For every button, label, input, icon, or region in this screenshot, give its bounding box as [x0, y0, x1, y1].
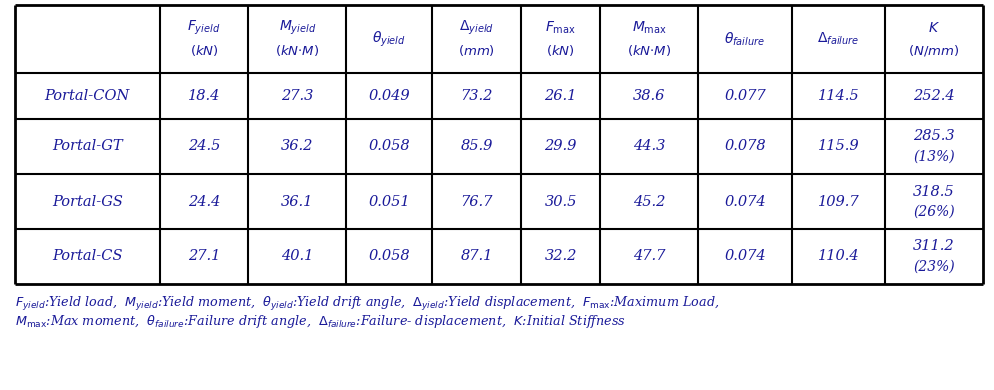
Text: $(mm)$: $(mm)$ — [457, 43, 495, 57]
Text: 27.3: 27.3 — [281, 89, 313, 103]
Text: 24.5: 24.5 — [188, 140, 220, 154]
Text: $\Delta_{failure}$: $\Delta_{failure}$ — [816, 31, 859, 47]
Text: $M_{\rm max}$: $M_{\rm max}$ — [631, 20, 666, 36]
Text: Portal-CS: Portal-CS — [52, 250, 122, 264]
Text: 73.2: 73.2 — [460, 89, 492, 103]
Text: 0.058: 0.058 — [368, 250, 410, 264]
Text: $\theta_{failure}$: $\theta_{failure}$ — [724, 30, 764, 48]
Text: 44.3: 44.3 — [632, 140, 665, 154]
Text: (26%): (26%) — [912, 204, 954, 218]
Text: 252.4: 252.4 — [912, 89, 954, 103]
Text: $\Delta_{yield}$: $\Delta_{yield}$ — [458, 19, 494, 37]
Text: 29.9: 29.9 — [544, 140, 577, 154]
Text: $\theta_{yield}$: $\theta_{yield}$ — [372, 29, 406, 49]
Text: 18.4: 18.4 — [188, 89, 220, 103]
Text: (23%): (23%) — [912, 259, 954, 273]
Text: 114.5: 114.5 — [817, 89, 858, 103]
Text: $F_{yield}$:Yield load,  $M_{yield}$:Yield moment,  $\theta_{yield}$:Yield drift: $F_{yield}$:Yield load, $M_{yield}$:Yiel… — [15, 295, 719, 313]
Text: Portal-CON: Portal-CON — [45, 89, 130, 103]
Text: 38.6: 38.6 — [632, 89, 665, 103]
Text: $(kN{\cdot}M)$: $(kN{\cdot}M)$ — [626, 43, 671, 57]
Text: 47.7: 47.7 — [632, 250, 665, 264]
Text: $K$: $K$ — [927, 21, 939, 35]
Text: 24.4: 24.4 — [188, 195, 220, 209]
Text: 27.1: 27.1 — [188, 250, 220, 264]
Text: $(N/mm)$: $(N/mm)$ — [908, 43, 958, 57]
Text: Portal-GS: Portal-GS — [52, 195, 122, 209]
Text: 40.1: 40.1 — [281, 250, 313, 264]
Text: 318.5: 318.5 — [912, 184, 954, 199]
Text: 76.7: 76.7 — [460, 195, 492, 209]
Text: 36.2: 36.2 — [281, 140, 313, 154]
Text: 0.051: 0.051 — [368, 195, 410, 209]
Text: 87.1: 87.1 — [460, 250, 492, 264]
Text: 0.077: 0.077 — [724, 89, 765, 103]
Text: $(kN)$: $(kN)$ — [546, 43, 575, 57]
Text: 30.5: 30.5 — [544, 195, 577, 209]
Text: 45.2: 45.2 — [632, 195, 665, 209]
Text: 0.074: 0.074 — [724, 250, 765, 264]
Text: $F_{yield}$: $F_{yield}$ — [187, 19, 221, 37]
Text: 285.3: 285.3 — [912, 129, 954, 144]
Text: $F_{\rm max}$: $F_{\rm max}$ — [545, 20, 576, 36]
Text: 0.049: 0.049 — [368, 89, 410, 103]
Text: 110.4: 110.4 — [817, 250, 858, 264]
Text: Portal-GT: Portal-GT — [52, 140, 122, 154]
Text: $M_{\rm max}$:Max moment,  $\theta_{failure}$:Failure drift angle,  $\Delta_{fai: $M_{\rm max}$:Max moment, $\theta_{failu… — [15, 314, 625, 330]
Text: 115.9: 115.9 — [817, 140, 858, 154]
Text: 0.074: 0.074 — [724, 195, 765, 209]
Text: 85.9: 85.9 — [460, 140, 492, 154]
Text: 311.2: 311.2 — [912, 239, 954, 254]
Text: 32.2: 32.2 — [544, 250, 577, 264]
Text: $(kN{\cdot}M)$: $(kN{\cdot}M)$ — [275, 43, 319, 57]
Text: 0.058: 0.058 — [368, 140, 410, 154]
Text: $(kN)$: $(kN)$ — [190, 43, 219, 57]
Text: 0.078: 0.078 — [724, 140, 765, 154]
Text: 36.1: 36.1 — [281, 195, 313, 209]
Text: $M_{yield}$: $M_{yield}$ — [278, 19, 316, 37]
Text: (13%): (13%) — [912, 149, 954, 163]
Text: 26.1: 26.1 — [544, 89, 577, 103]
Text: 109.7: 109.7 — [817, 195, 858, 209]
